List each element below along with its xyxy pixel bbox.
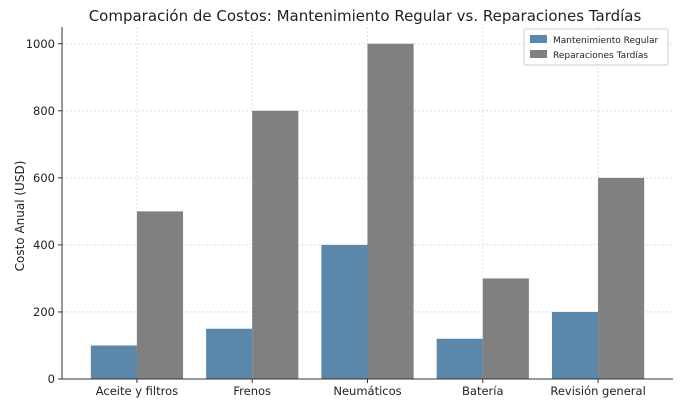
bar-reparaciones-0 — [136, 211, 184, 379]
y-axis-label: Costo Anual (USD) — [13, 161, 27, 272]
legend-box — [523, 28, 669, 66]
x-tick-label: Batería — [462, 384, 504, 398]
bar-mantenimiento-3 — [436, 338, 483, 379]
y-tick-label: 800 — [33, 104, 55, 118]
bar-mantenimiento-0 — [90, 345, 137, 379]
bar-mantenimiento-2 — [321, 244, 368, 379]
legend-swatch — [530, 50, 547, 58]
x-tick-label: Frenos — [233, 384, 271, 398]
y-tick-label: 600 — [33, 171, 55, 185]
legend-label: Reparaciones Tardías — [553, 51, 648, 61]
x-tick-label: Revisión general — [550, 384, 645, 398]
y-tick-label: 0 — [48, 372, 55, 386]
bar-reparaciones-2 — [367, 43, 414, 380]
legend-swatch — [530, 35, 547, 43]
legend: Mantenimiento Regular Reparaciones Tardía… — [523, 28, 669, 66]
bars-layer — [90, 43, 645, 380]
bar-reparaciones-1 — [252, 110, 299, 380]
bar-mantenimiento-1 — [206, 328, 253, 379]
bar-reparaciones-4 — [598, 177, 645, 379]
legend-label: Mantenimiento Regular — [553, 36, 658, 46]
chart-title: Comparación de Costos: Mantenimiento Reg… — [89, 7, 642, 25]
bar-mantenimiento-4 — [551, 311, 599, 379]
y-tick-label: 400 — [33, 238, 55, 252]
axes-layer: 0 200 400 600 800 1000 Aceite y filtros Frenos N… — [26, 27, 673, 398]
x-tick-label: Aceite y filtros — [96, 384, 178, 398]
x-tick-label: Neumáticos — [333, 384, 401, 398]
y-tick-label: 200 — [33, 305, 55, 319]
bar-reparaciones-3 — [482, 278, 529, 379]
y-tick-label: 1000 — [26, 37, 55, 51]
